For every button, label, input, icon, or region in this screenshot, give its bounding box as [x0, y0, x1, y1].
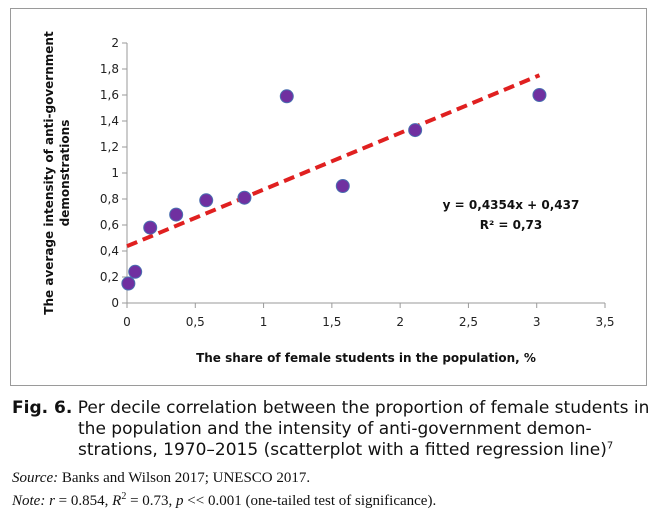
- data-point: [128, 264, 143, 279]
- note-line: Note: r = 0.854, R2 = 0.73, p << 0.001 (…: [12, 491, 437, 510]
- chart-frame: 0 0,2 0,4 0,6 0,8 1 1,2 1,4 1,6 1,8 2 0 0,5 1 1,5 2 2,5 3…: [10, 8, 647, 386]
- x-tick-label: 2,5: [459, 315, 478, 329]
- data-point: [408, 123, 423, 138]
- x-tick-label: 3: [533, 315, 541, 329]
- figure-caption: Fig. 6. Per decile correlation between t…: [12, 398, 657, 461]
- note-r-symbol: r: [49, 493, 55, 509]
- data-point: [335, 179, 350, 193]
- y-tick-label: 1: [111, 166, 119, 180]
- y-tick-label: 1,4: [100, 114, 119, 128]
- y-axis-label-line1: The average intensity of anti-government: [42, 31, 56, 315]
- caption-body: Fig. 6. Per decile correlation between t…: [12, 398, 657, 461]
- data-point: [143, 220, 158, 235]
- regression-equation: y = 0,4354x + 0,437: [443, 198, 580, 212]
- scatter-chart: 0 0,2 0,4 0,6 0,8 1 1,2 1,4 1,6 1,8 2 0 0,5 1 1,5 2 2,5 3…: [42, 31, 615, 365]
- x-tick-label: 0: [123, 315, 131, 329]
- source-label: Source:: [12, 470, 59, 486]
- y-tick-label: 0,2: [100, 270, 119, 284]
- caption-text: Per decile correlation between the propo…: [77, 398, 650, 460]
- x-tick-label: 1,5: [322, 315, 341, 329]
- y-tick-label: 1,8: [100, 62, 119, 76]
- y-tick-label: 0,8: [100, 192, 119, 206]
- x-axis-label: The share of female students in the popu…: [196, 351, 536, 365]
- note-r2-value: = 0.73,: [126, 493, 177, 509]
- note-p-symbol: p: [176, 493, 184, 509]
- data-point: [237, 190, 252, 205]
- figure-label: Fig. 6.: [12, 398, 73, 418]
- y-tick-label: 0,4: [100, 244, 119, 258]
- y-tick-label: 0,6: [100, 218, 119, 232]
- data-point: [169, 207, 184, 222]
- y-tick-label: 1,6: [100, 88, 119, 102]
- x-tick-label: 3,5: [595, 315, 614, 329]
- data-point: [279, 89, 294, 104]
- note-p-value: << 0.001 (one-tailed test of significanc…: [183, 493, 437, 509]
- y-axis-label-line2: demonstrations: [58, 120, 72, 227]
- y-tick-label: 1,2: [100, 140, 119, 154]
- source-text: Banks and Wilson 2017; UNESCO 2017.: [61, 470, 311, 486]
- data-point: [532, 88, 547, 102]
- x-tick-label: 1: [260, 315, 268, 329]
- r-squared-label: R² = 0,73: [480, 218, 543, 232]
- note-r-value: = 0.854,: [54, 493, 113, 509]
- note-r2-symbol: R: [112, 493, 122, 509]
- data-point: [199, 193, 214, 208]
- data-point: [121, 276, 136, 291]
- note-label: Note:: [12, 493, 46, 509]
- x-tick-label: 0,5: [186, 315, 205, 329]
- annotation-box: [441, 191, 581, 243]
- note-r2-sup: 2: [121, 491, 127, 502]
- source-line: Source: Banks and Wilson 2017; UNESCO 20…: [12, 470, 310, 487]
- y-tick-label: 0: [111, 296, 119, 310]
- trendline: [126, 73, 541, 249]
- x-tick-label: 2: [396, 315, 404, 329]
- y-tick-label: 2: [111, 36, 119, 50]
- footnote-mark: 7: [606, 440, 614, 452]
